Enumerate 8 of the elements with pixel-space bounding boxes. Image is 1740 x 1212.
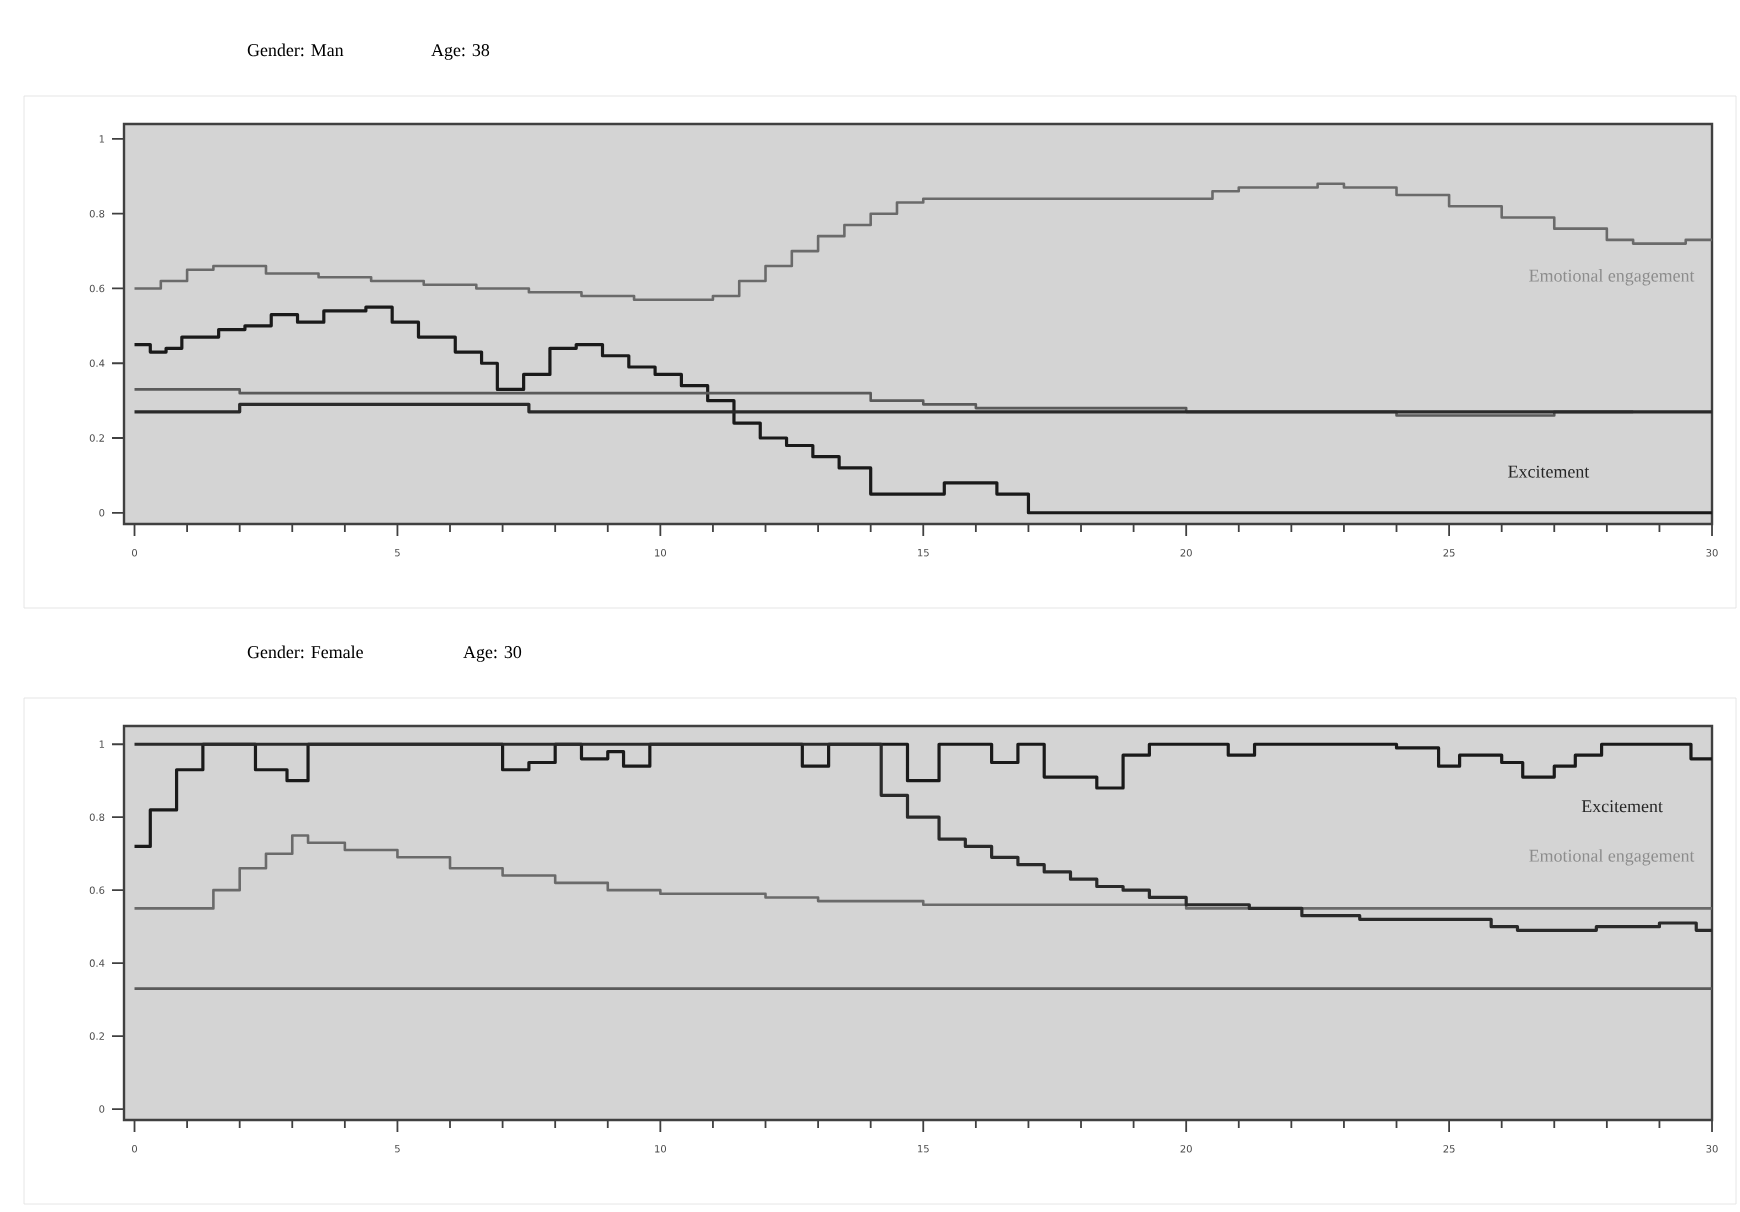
- chart-title: Gender: Female: [247, 645, 363, 659]
- chart-subtitle: Age: 30: [463, 646, 522, 662]
- chart-title: Gender: Man: [247, 43, 344, 57]
- series-label: Emotional engagement: [1529, 269, 1695, 286]
- series-label: Excitement: [1581, 800, 1663, 813]
- text: Emotional engagement: [1529, 849, 1695, 866]
- series-label: Excitement: [1508, 465, 1590, 478]
- chart-subtitle: Age: 38: [431, 44, 490, 60]
